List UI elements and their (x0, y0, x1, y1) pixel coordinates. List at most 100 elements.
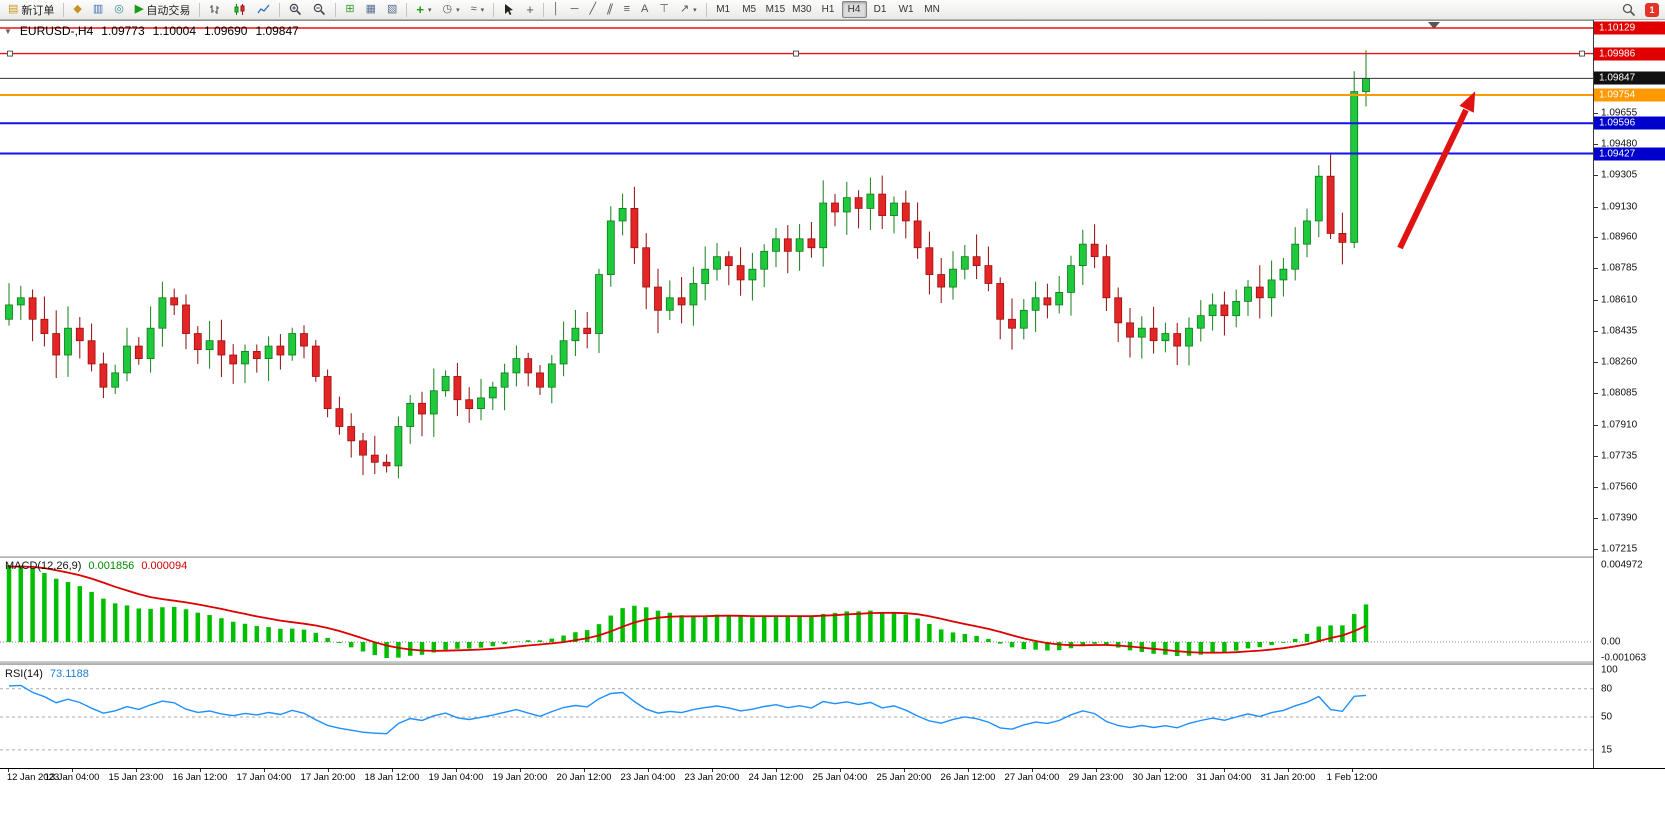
panel-splitter[interactable] (0, 556, 1665, 558)
search-button[interactable] (1617, 1, 1641, 18)
channel-tool-button[interactable]: ∥ (602, 1, 618, 18)
timeframe-button-h4[interactable]: H4 (841, 1, 867, 18)
trendline-tool-button[interactable]: ╱ (584, 1, 601, 18)
arrows-tool-button[interactable]: ↗ ▾ (675, 1, 702, 18)
vertical-line-tool-button[interactable]: │ (548, 1, 565, 18)
price-tick-mark (1594, 237, 1598, 238)
timeframe-button-d1[interactable]: D1 (873, 4, 887, 15)
candle (1173, 322, 1182, 366)
chevron-down-icon: ▾ (693, 6, 697, 14)
timeframe-button-m30[interactable]: M30 (792, 4, 812, 15)
fibonacci-icon: ≡ (623, 3, 630, 15)
candle (630, 186, 639, 265)
line-selection-handle[interactable] (793, 50, 799, 57)
timeframe-button-m5[interactable]: M5 (742, 4, 757, 15)
line-selection-handle[interactable] (1579, 50, 1585, 57)
time-tick-mark (1032, 769, 1033, 772)
chevron-down-icon: ▾ (480, 6, 485, 14)
candle (878, 175, 887, 230)
candle (890, 196, 898, 234)
time-axis[interactable]: 12 Jan 2023 13 Jan 04:00 15 Jan 23:00 16 Ja… (0, 769, 1600, 785)
line-selection-handle[interactable] (7, 50, 13, 57)
candle (1208, 293, 1217, 331)
time-axis-label: 13 Jan 04:00 (44, 772, 100, 783)
market-watch-button[interactable]: ▥ (88, 1, 108, 18)
shift-marker-icon[interactable] (1428, 22, 1440, 29)
text-tool-button[interactable]: A (636, 1, 653, 18)
candle (264, 336, 273, 381)
zoom-out-button[interactable] (308, 1, 331, 18)
arrange-windows-icon: ▧ (386, 3, 398, 15)
candle (488, 381, 497, 410)
horizontal-line-tool-button[interactable]: ─ (566, 1, 584, 18)
candle (1185, 317, 1193, 366)
candlestick-chart-button[interactable] (228, 1, 251, 18)
profiles-button[interactable]: ◷ ▾ (438, 1, 465, 18)
candle (972, 234, 981, 280)
indicators-button[interactable]: ≈ ▾ (466, 1, 490, 18)
new-order-button[interactable]: ▤ 新订单 (3, 1, 59, 18)
fibonacci-tool-button[interactable]: ≡ (619, 1, 635, 18)
crosshair-tool-button[interactable]: + (521, 1, 539, 18)
candle (28, 289, 37, 342)
timeframe-button-mn[interactable]: MN (924, 4, 940, 15)
text-label-tool-button[interactable]: ⊤ (654, 1, 674, 18)
candle (831, 193, 839, 227)
arrange-windows-button[interactable]: ▧ (382, 1, 402, 18)
candle (1196, 300, 1205, 342)
candle (866, 177, 875, 230)
time-axis-label: 27 Jan 04:00 (1004, 772, 1060, 783)
timeframe-button-w1[interactable]: W1 (898, 4, 914, 15)
bar-chart-button[interactable] (204, 1, 227, 18)
toolbar-separator (63, 2, 65, 17)
candle (937, 257, 946, 304)
notification-badge[interactable]: 1 (1645, 2, 1659, 17)
new-chart-button[interactable]: + ▾ (411, 1, 436, 18)
navigator-button[interactable]: ◎ (109, 1, 129, 18)
search-icon (1622, 3, 1636, 16)
timeframe-bar: M1 M5 M15 M30 H1 H4 D1 W1 MN (711, 1, 945, 18)
candle (559, 321, 568, 377)
price-tick-label: 1.07735 (1601, 450, 1638, 462)
cursor-tool-button[interactable] (498, 1, 520, 18)
zoom-in-button[interactable] (284, 1, 307, 18)
candle (571, 309, 580, 357)
candles-group (5, 50, 1370, 479)
candle (949, 251, 957, 300)
candlestick-plot[interactable] (0, 20, 1593, 556)
one-click-trading-toggle[interactable]: ▼ (4, 26, 12, 36)
chevron-down-icon: ▾ (456, 6, 460, 14)
trend-arrow-annotation[interactable] (1397, 91, 1476, 250)
candle (1291, 227, 1300, 281)
macd-plot[interactable] (0, 558, 1593, 661)
toolbar-separator (542, 2, 544, 17)
candle (772, 227, 780, 268)
candle (1008, 298, 1016, 350)
equidistant-channel-icon: ∥ (605, 3, 615, 15)
alerts-button[interactable]: ◆ (68, 1, 86, 18)
time-tick-mark (712, 769, 713, 772)
candle (1314, 165, 1323, 238)
line-chart-button[interactable] (252, 1, 275, 18)
timeframe-button-m15[interactable]: M15 (765, 4, 786, 15)
candle (583, 312, 592, 349)
time-axis-label: 19 Jan 20:00 (492, 772, 548, 783)
zoom-in-icon (290, 3, 302, 16)
timeframe-button-m1[interactable]: M1 (716, 4, 731, 15)
rsi-plot[interactable] (0, 666, 1593, 768)
panel-splitter[interactable] (0, 661, 1665, 665)
auto-trading-button[interactable]: ▶ 自动交易 (130, 1, 195, 18)
rsi-value: 73.1188 (49, 668, 89, 680)
time-axis-label: 25 Jan 04:00 (812, 772, 868, 783)
time-tick-mark (392, 769, 393, 772)
candle (241, 344, 249, 384)
candle (382, 454, 391, 473)
cascade-windows-button[interactable]: ▦ (361, 1, 381, 18)
toolbar-separator (705, 2, 707, 17)
timeframe-button-h1[interactable]: H1 (821, 4, 835, 15)
price-axis[interactable]: 1.09655 1.09480 1.09305 1.09130 1.08960 1.087… (1593, 20, 1665, 768)
rsi-axis-label: 50 (1601, 711, 1613, 723)
tile-windows-button[interactable]: ⊞ (340, 1, 359, 18)
close-value: 1.09847 (255, 24, 299, 38)
navigator-icon: ◎ (114, 3, 124, 15)
